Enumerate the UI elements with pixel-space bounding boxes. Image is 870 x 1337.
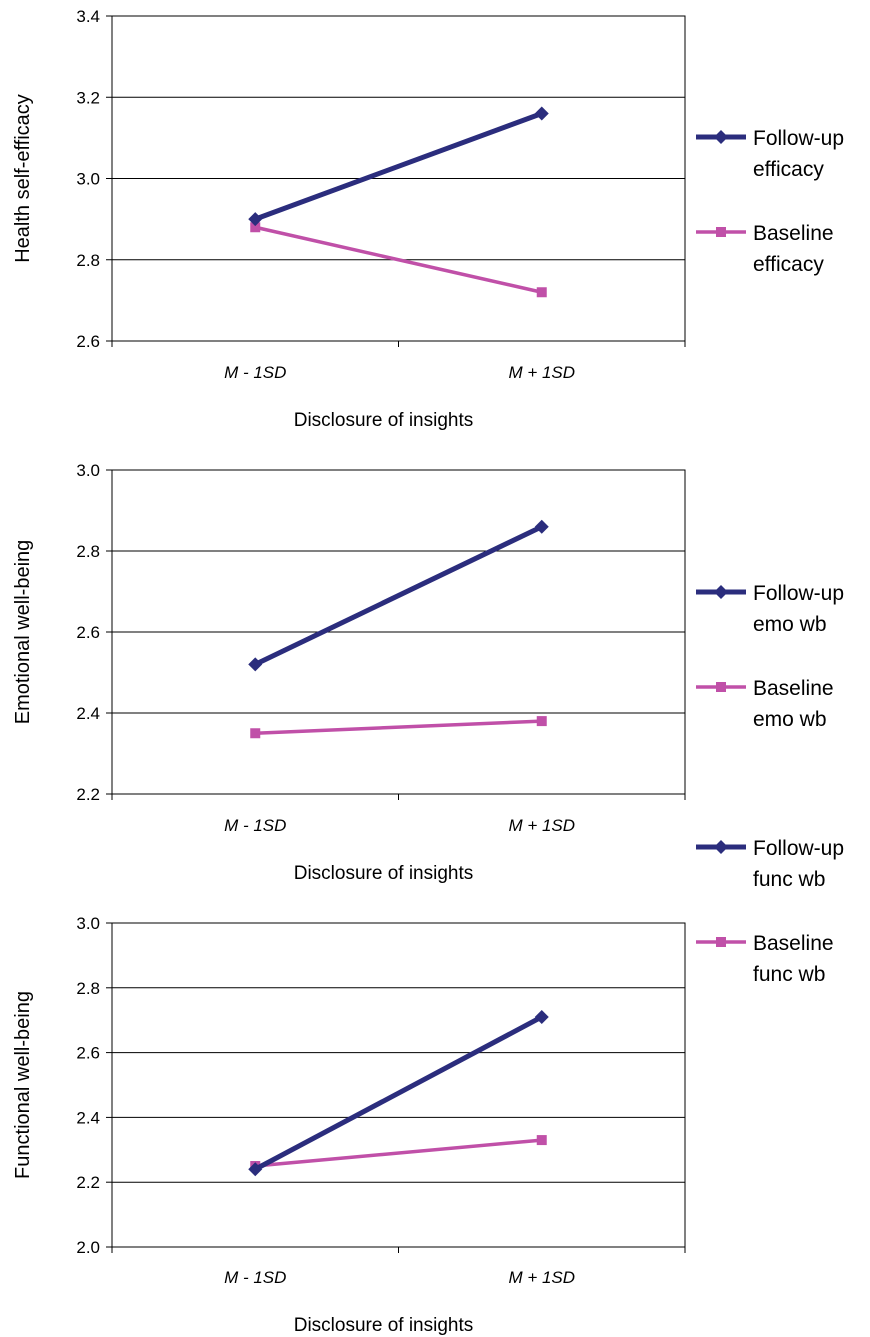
series-line-follow-up: [254, 111, 543, 222]
series-line-follow-up: [254, 1014, 543, 1172]
data-point-square: [250, 728, 261, 739]
legend-marker-square: [716, 937, 726, 947]
x-tick-label: M - 1SD: [224, 363, 286, 382]
legend-label-line1: Follow-up: [753, 127, 844, 150]
y-tick-label: 2.0: [76, 1238, 100, 1257]
data-point-diamond: [248, 212, 263, 227]
y-tick-label: 2.8: [76, 979, 100, 998]
y-tick-label: 3.0: [76, 914, 100, 933]
legend-marker-square: [716, 227, 726, 237]
legend-label-line1: Baseline: [753, 677, 834, 700]
y-tick-label: 3.0: [76, 170, 100, 189]
legend-label-line2: emo wb: [753, 708, 827, 731]
y-tick-label: 2.4: [76, 704, 100, 723]
plot-area: [111, 922, 686, 1248]
chart-panel-2: 2.2 2.4 2.6 2.8 3.0 M - 1SD M + 1SD Disclosure …: [12, 461, 844, 884]
legend-label-line1: Follow-up: [753, 837, 844, 860]
y-tick-label: 3.4: [76, 7, 100, 26]
y-tick-label: 2.2: [76, 1173, 100, 1192]
series-line-baseline: [255, 719, 542, 735]
y-axis-title: Emotional well-being: [12, 540, 34, 725]
legend-marker-square: [716, 682, 726, 692]
legend-label-line1: Baseline: [753, 222, 834, 245]
series-line-baseline: [254, 225, 543, 294]
legend-label-line1: Baseline: [753, 932, 834, 955]
y-tick-label: 2.4: [76, 1108, 100, 1127]
legend-label-line2: func wb: [753, 868, 825, 891]
legend-item-follow-up: Follow-up emo wb: [696, 582, 844, 636]
data-point-square: [250, 222, 261, 233]
y-tick-label: 2.6: [76, 623, 100, 642]
data-point-square: [536, 287, 547, 298]
series-line-follow-up: [254, 524, 543, 667]
x-tick-label: M - 1SD: [224, 1268, 286, 1287]
legend-item-follow-up: Follow-up efficacy: [696, 127, 844, 181]
y-axis-title: Functional well-being: [12, 991, 34, 1179]
y-tick-label: 2.8: [76, 251, 100, 270]
x-axis-title: Disclosure of insights: [294, 1315, 474, 1336]
legend-item-baseline: Baseline func wb: [696, 932, 834, 986]
legend-marker-diamond: [714, 585, 728, 599]
legend-marker-diamond: [714, 130, 728, 144]
legend-label-line1: Follow-up: [753, 582, 844, 605]
y-tick-label: 2.8: [76, 542, 100, 561]
y-tick-label: 3.2: [76, 88, 100, 107]
data-point-square: [536, 716, 547, 727]
legend-label-line2: emo wb: [753, 613, 827, 636]
legend-item-baseline: Baseline efficacy: [696, 222, 834, 276]
y-tick-label: 2.6: [76, 332, 100, 351]
y-tick-label: 2.2: [76, 785, 100, 804]
data-point-diamond: [248, 657, 263, 672]
data-point-diamond: [534, 106, 549, 121]
legend-item-follow-up: Follow-up func wb: [696, 837, 844, 891]
x-tick-label: M + 1SD: [508, 816, 575, 835]
legend-marker-diamond: [714, 840, 728, 854]
x-tick-label: M - 1SD: [224, 816, 286, 835]
x-tick-label: M + 1SD: [508, 1268, 575, 1287]
x-axis-title: Disclosure of insights: [294, 410, 474, 431]
legend-label-line2: efficacy: [753, 158, 824, 181]
y-tick-label: 3.0: [76, 461, 100, 480]
data-point-diamond: [534, 1009, 549, 1024]
chart-panel-3: 2.0 2.2 2.4 2.6 2.8 3.0 M - 1SD M + 1SD Disclosu…: [12, 837, 844, 1336]
series-line-baseline: [255, 1138, 542, 1168]
x-tick-label: M + 1SD: [508, 363, 575, 382]
x-axis-title: Disclosure of insights: [294, 863, 474, 884]
data-point-diamond: [534, 519, 549, 534]
legend-label-line2: func wb: [753, 963, 825, 986]
y-axis-title: Health self-efficacy: [12, 94, 34, 263]
legend-label-line2: efficacy: [753, 253, 824, 276]
y-tick-label: 2.6: [76, 1044, 100, 1063]
chart-panel-1: 2.6 2.8 3.0 3.2 3.4 M - 1SD M + 1SD Disclosure …: [12, 7, 844, 431]
data-point-square: [536, 1135, 547, 1146]
legend-item-baseline: Baseline emo wb: [696, 677, 834, 731]
data-point-diamond: [248, 1162, 263, 1177]
